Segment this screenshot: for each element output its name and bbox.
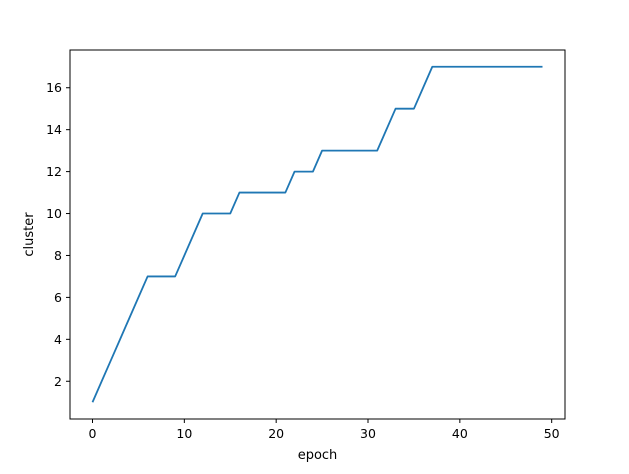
x-tick-label: 20 (268, 426, 284, 441)
y-tick-label: 2 (54, 374, 62, 389)
y-tick-label: 14 (46, 122, 62, 137)
x-tick-label: 50 (544, 426, 560, 441)
x-tick-label: 30 (360, 426, 376, 441)
y-tick-label: 12 (46, 164, 62, 179)
y-tick-label: 16 (46, 80, 62, 95)
plot-area (91, 65, 543, 403)
axes: 0 10 20 30 40 50 2 4 6 8 10 12 14 16 (46, 49, 566, 441)
y-tick-label: 6 (54, 290, 62, 305)
y-tick-label: 4 (54, 332, 62, 347)
x-axis-label: epoch (298, 448, 338, 463)
x-tick-label: 40 (452, 426, 468, 441)
y-axis-label: cluster (22, 212, 37, 257)
x-tick-label: 10 (176, 426, 192, 441)
axes-frame (69, 49, 566, 420)
series-line-0 (91, 65, 543, 403)
y-tick-label: 8 (54, 248, 62, 263)
x-tick-label: 0 (89, 426, 97, 441)
y-tick-label: 10 (46, 206, 62, 221)
